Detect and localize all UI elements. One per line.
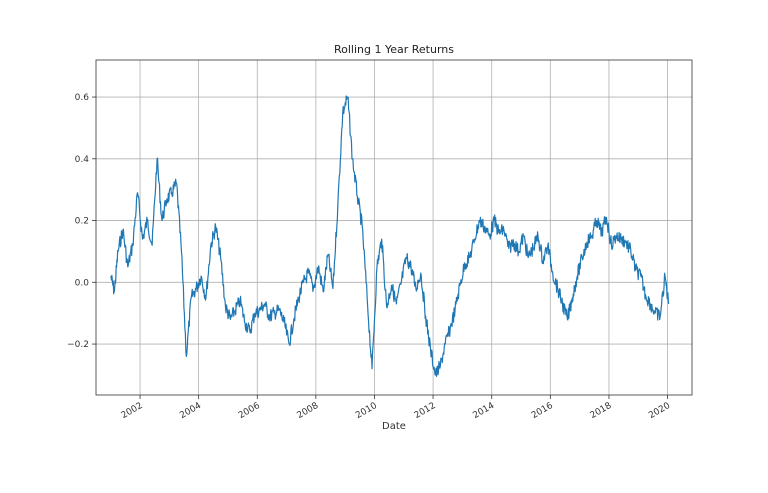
x-gridlines (139, 60, 668, 395)
x-tick-label: 2016 (530, 401, 555, 421)
x-tick-label: 2008 (296, 401, 321, 421)
x-tick-label: 2012 (413, 401, 438, 421)
y-tick-label: 0.0 (75, 278, 90, 288)
y-tick-label: 0.6 (75, 93, 90, 103)
y-axis-ticks: −0.2 0.0 0.2 0.4 0.6 (67, 93, 96, 350)
x-axis-ticks: 2002 2004 2006 2008 2010 2012 2014 2016 2018 2020 (120, 395, 672, 421)
x-tick-label: 2002 (120, 401, 145, 421)
plot-frame (95, 59, 693, 396)
y-tick-label: −0.2 (67, 340, 89, 350)
x-tick-label: 2018 (589, 401, 614, 421)
x-tick-label: 2020 (647, 401, 672, 421)
x-tick-label: 2014 (471, 401, 496, 421)
x-axis-title: Date (382, 421, 406, 432)
series-layer (110, 95, 670, 377)
series-line (110, 95, 670, 377)
x-tick-label: 2004 (178, 401, 203, 421)
x-tick-label: 2010 (354, 401, 379, 421)
y-tick-label: 0.2 (75, 217, 89, 227)
x-tick-label: 2006 (237, 401, 262, 421)
y-gridlines (96, 96, 692, 345)
y-tick-label: 0.4 (75, 155, 90, 165)
chart-title: Rolling 1 Year Returns (334, 43, 454, 56)
